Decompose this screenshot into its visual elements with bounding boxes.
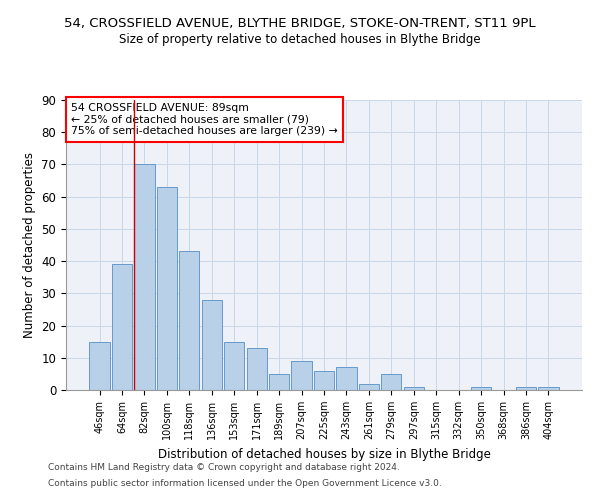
Bar — [516, 387, 536, 390]
Bar — [292, 361, 311, 390]
Bar — [404, 387, 424, 390]
Bar — [269, 374, 289, 390]
Bar — [337, 368, 356, 390]
Bar — [179, 252, 199, 390]
Text: 54 CROSSFIELD AVENUE: 89sqm
← 25% of detached houses are smaller (79)
75% of sem: 54 CROSSFIELD AVENUE: 89sqm ← 25% of det… — [71, 103, 338, 136]
Bar — [134, 164, 155, 390]
Bar — [471, 387, 491, 390]
Bar — [359, 384, 379, 390]
Bar — [314, 370, 334, 390]
Bar — [157, 187, 177, 390]
Text: 54, CROSSFIELD AVENUE, BLYTHE BRIDGE, STOKE-ON-TRENT, ST11 9PL: 54, CROSSFIELD AVENUE, BLYTHE BRIDGE, ST… — [64, 18, 536, 30]
Text: Contains public sector information licensed under the Open Government Licence v3: Contains public sector information licen… — [48, 478, 442, 488]
Bar — [89, 342, 110, 390]
Text: Contains HM Land Registry data © Crown copyright and database right 2024.: Contains HM Land Registry data © Crown c… — [48, 464, 400, 472]
Bar — [247, 348, 267, 390]
Bar — [202, 300, 222, 390]
Bar — [112, 264, 132, 390]
Bar — [224, 342, 244, 390]
Y-axis label: Number of detached properties: Number of detached properties — [23, 152, 36, 338]
Bar — [381, 374, 401, 390]
Bar — [538, 387, 559, 390]
X-axis label: Distribution of detached houses by size in Blythe Bridge: Distribution of detached houses by size … — [158, 448, 490, 460]
Text: Size of property relative to detached houses in Blythe Bridge: Size of property relative to detached ho… — [119, 32, 481, 46]
